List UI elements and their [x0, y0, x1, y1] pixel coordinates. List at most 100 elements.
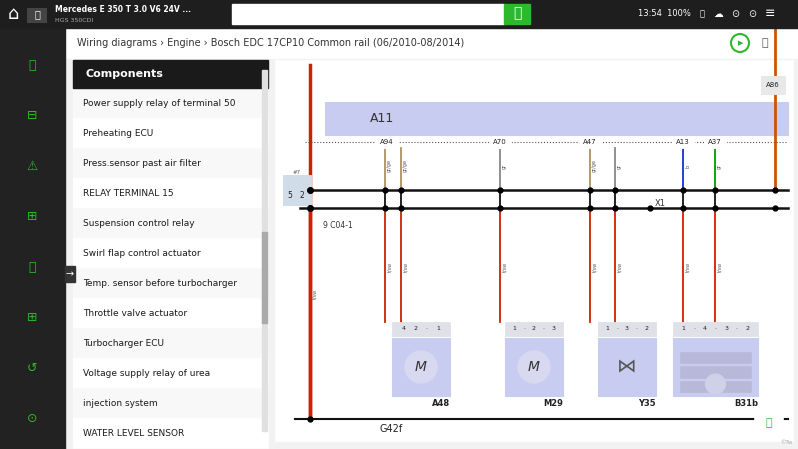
Text: t/sw: t/sw — [617, 262, 622, 272]
Bar — [761, 76, 785, 94]
Text: 4: 4 — [703, 326, 707, 331]
Text: Voltage supply relay of urea: Voltage supply relay of urea — [83, 369, 210, 378]
Text: t/sw: t/sw — [312, 288, 317, 299]
Text: ⋈: ⋈ — [617, 357, 637, 377]
Bar — [579, 136, 601, 148]
Text: gr/ge: gr/ge — [403, 159, 408, 172]
Bar — [73, 388, 268, 418]
Bar — [73, 178, 268, 208]
Text: WATER LEVEL SENSOR: WATER LEVEL SENSOR — [83, 428, 184, 437]
Text: G42f: G42f — [379, 424, 402, 434]
Text: Parameters: Parameters — [15, 227, 49, 232]
Text: ⊞: ⊞ — [27, 210, 38, 223]
Text: A13: A13 — [676, 139, 690, 145]
Bar — [73, 238, 268, 268]
Text: HGS 350CDI: HGS 350CDI — [55, 18, 93, 22]
Bar — [673, 322, 758, 336]
Text: A37: A37 — [708, 139, 722, 145]
Text: ▶: ▶ — [738, 40, 744, 46]
Text: OBD
diagnostics: OBD diagnostics — [16, 123, 49, 134]
Text: ⚠: ⚠ — [27, 160, 38, 173]
Text: 4: 4 — [401, 326, 405, 331]
Text: 2: 2 — [745, 326, 749, 331]
Text: 🔋: 🔋 — [700, 9, 705, 18]
Text: 9 C04-1: 9 C04-1 — [323, 221, 353, 230]
Text: 1: 1 — [681, 326, 685, 331]
Bar — [598, 322, 656, 336]
Text: A11: A11 — [370, 112, 394, 125]
Bar — [672, 136, 694, 148]
Bar — [0, 0, 798, 28]
Text: 3: 3 — [551, 326, 555, 331]
Bar — [283, 175, 311, 205]
Text: Service resets: Service resets — [11, 379, 53, 384]
Text: Swirl flap control actuator: Swirl flap control actuator — [83, 248, 200, 257]
Text: gr: gr — [502, 163, 507, 169]
Text: M: M — [415, 360, 427, 374]
Bar — [275, 60, 793, 441]
Text: ·: · — [714, 326, 717, 331]
Text: Trouble codes: Trouble codes — [12, 177, 53, 182]
Bar — [505, 338, 563, 396]
Bar — [392, 338, 450, 396]
Text: ·: · — [693, 326, 695, 331]
Text: gr: gr — [617, 163, 622, 169]
Text: 1: 1 — [513, 326, 516, 331]
Text: ☁: ☁ — [713, 9, 723, 19]
Bar — [27, 8, 47, 23]
Text: B31b: B31b — [734, 399, 758, 408]
Bar — [262, 233, 267, 323]
Text: b: b — [685, 164, 690, 167]
Text: Preheating ECU: Preheating ECU — [83, 128, 153, 137]
Bar — [505, 322, 563, 336]
Text: ·: · — [426, 326, 428, 331]
Text: ·: · — [543, 326, 545, 331]
Bar — [0, 48, 65, 97]
Bar — [392, 322, 450, 336]
Text: 1: 1 — [606, 326, 610, 331]
Text: 3: 3 — [724, 326, 728, 331]
Text: t/sw: t/sw — [387, 262, 392, 272]
Text: ⊙: ⊙ — [731, 9, 739, 19]
Text: gr/ge: gr/ge — [387, 159, 392, 172]
Text: ©Tw: ©Tw — [780, 440, 793, 445]
Text: Components: Components — [85, 69, 163, 79]
Text: Basic settings: Basic settings — [12, 278, 53, 283]
Text: ⛶: ⛶ — [766, 418, 772, 428]
Text: ·: · — [736, 326, 737, 331]
Text: ⊞: ⊞ — [27, 311, 38, 324]
Text: ⊟: ⊟ — [27, 109, 38, 122]
Bar — [489, 136, 511, 148]
Circle shape — [405, 351, 437, 383]
Text: ·: · — [636, 326, 638, 331]
Bar — [504, 4, 530, 24]
Circle shape — [518, 351, 550, 383]
Bar — [232, 4, 504, 24]
Text: 🚗: 🚗 — [29, 59, 36, 72]
Text: 🚐: 🚐 — [34, 9, 40, 19]
Text: t/sw: t/sw — [403, 262, 408, 272]
Text: 🔧: 🔧 — [29, 261, 36, 274]
Text: 1: 1 — [437, 326, 440, 331]
Bar — [73, 358, 268, 388]
Text: gr/ge: gr/ge — [592, 159, 597, 172]
Bar — [73, 118, 268, 148]
Bar — [73, 418, 268, 448]
Text: 2: 2 — [299, 190, 304, 199]
Text: 3: 3 — [625, 326, 629, 331]
Bar — [73, 298, 268, 328]
Text: ·: · — [616, 326, 618, 331]
Text: ≡: ≡ — [764, 8, 775, 21]
Text: Codings: Codings — [21, 328, 45, 333]
Bar — [262, 70, 267, 431]
Bar — [73, 88, 268, 118]
Text: #7: #7 — [293, 171, 301, 176]
Bar — [0, 98, 65, 147]
Text: Press.sensor past air filter: Press.sensor past air filter — [83, 158, 201, 167]
Text: gr: gr — [717, 163, 722, 169]
Text: M: M — [528, 360, 540, 374]
Text: ⌂: ⌂ — [7, 5, 18, 23]
Bar — [0, 28, 65, 449]
Text: A94: A94 — [380, 139, 393, 145]
Text: 5: 5 — [287, 190, 292, 199]
